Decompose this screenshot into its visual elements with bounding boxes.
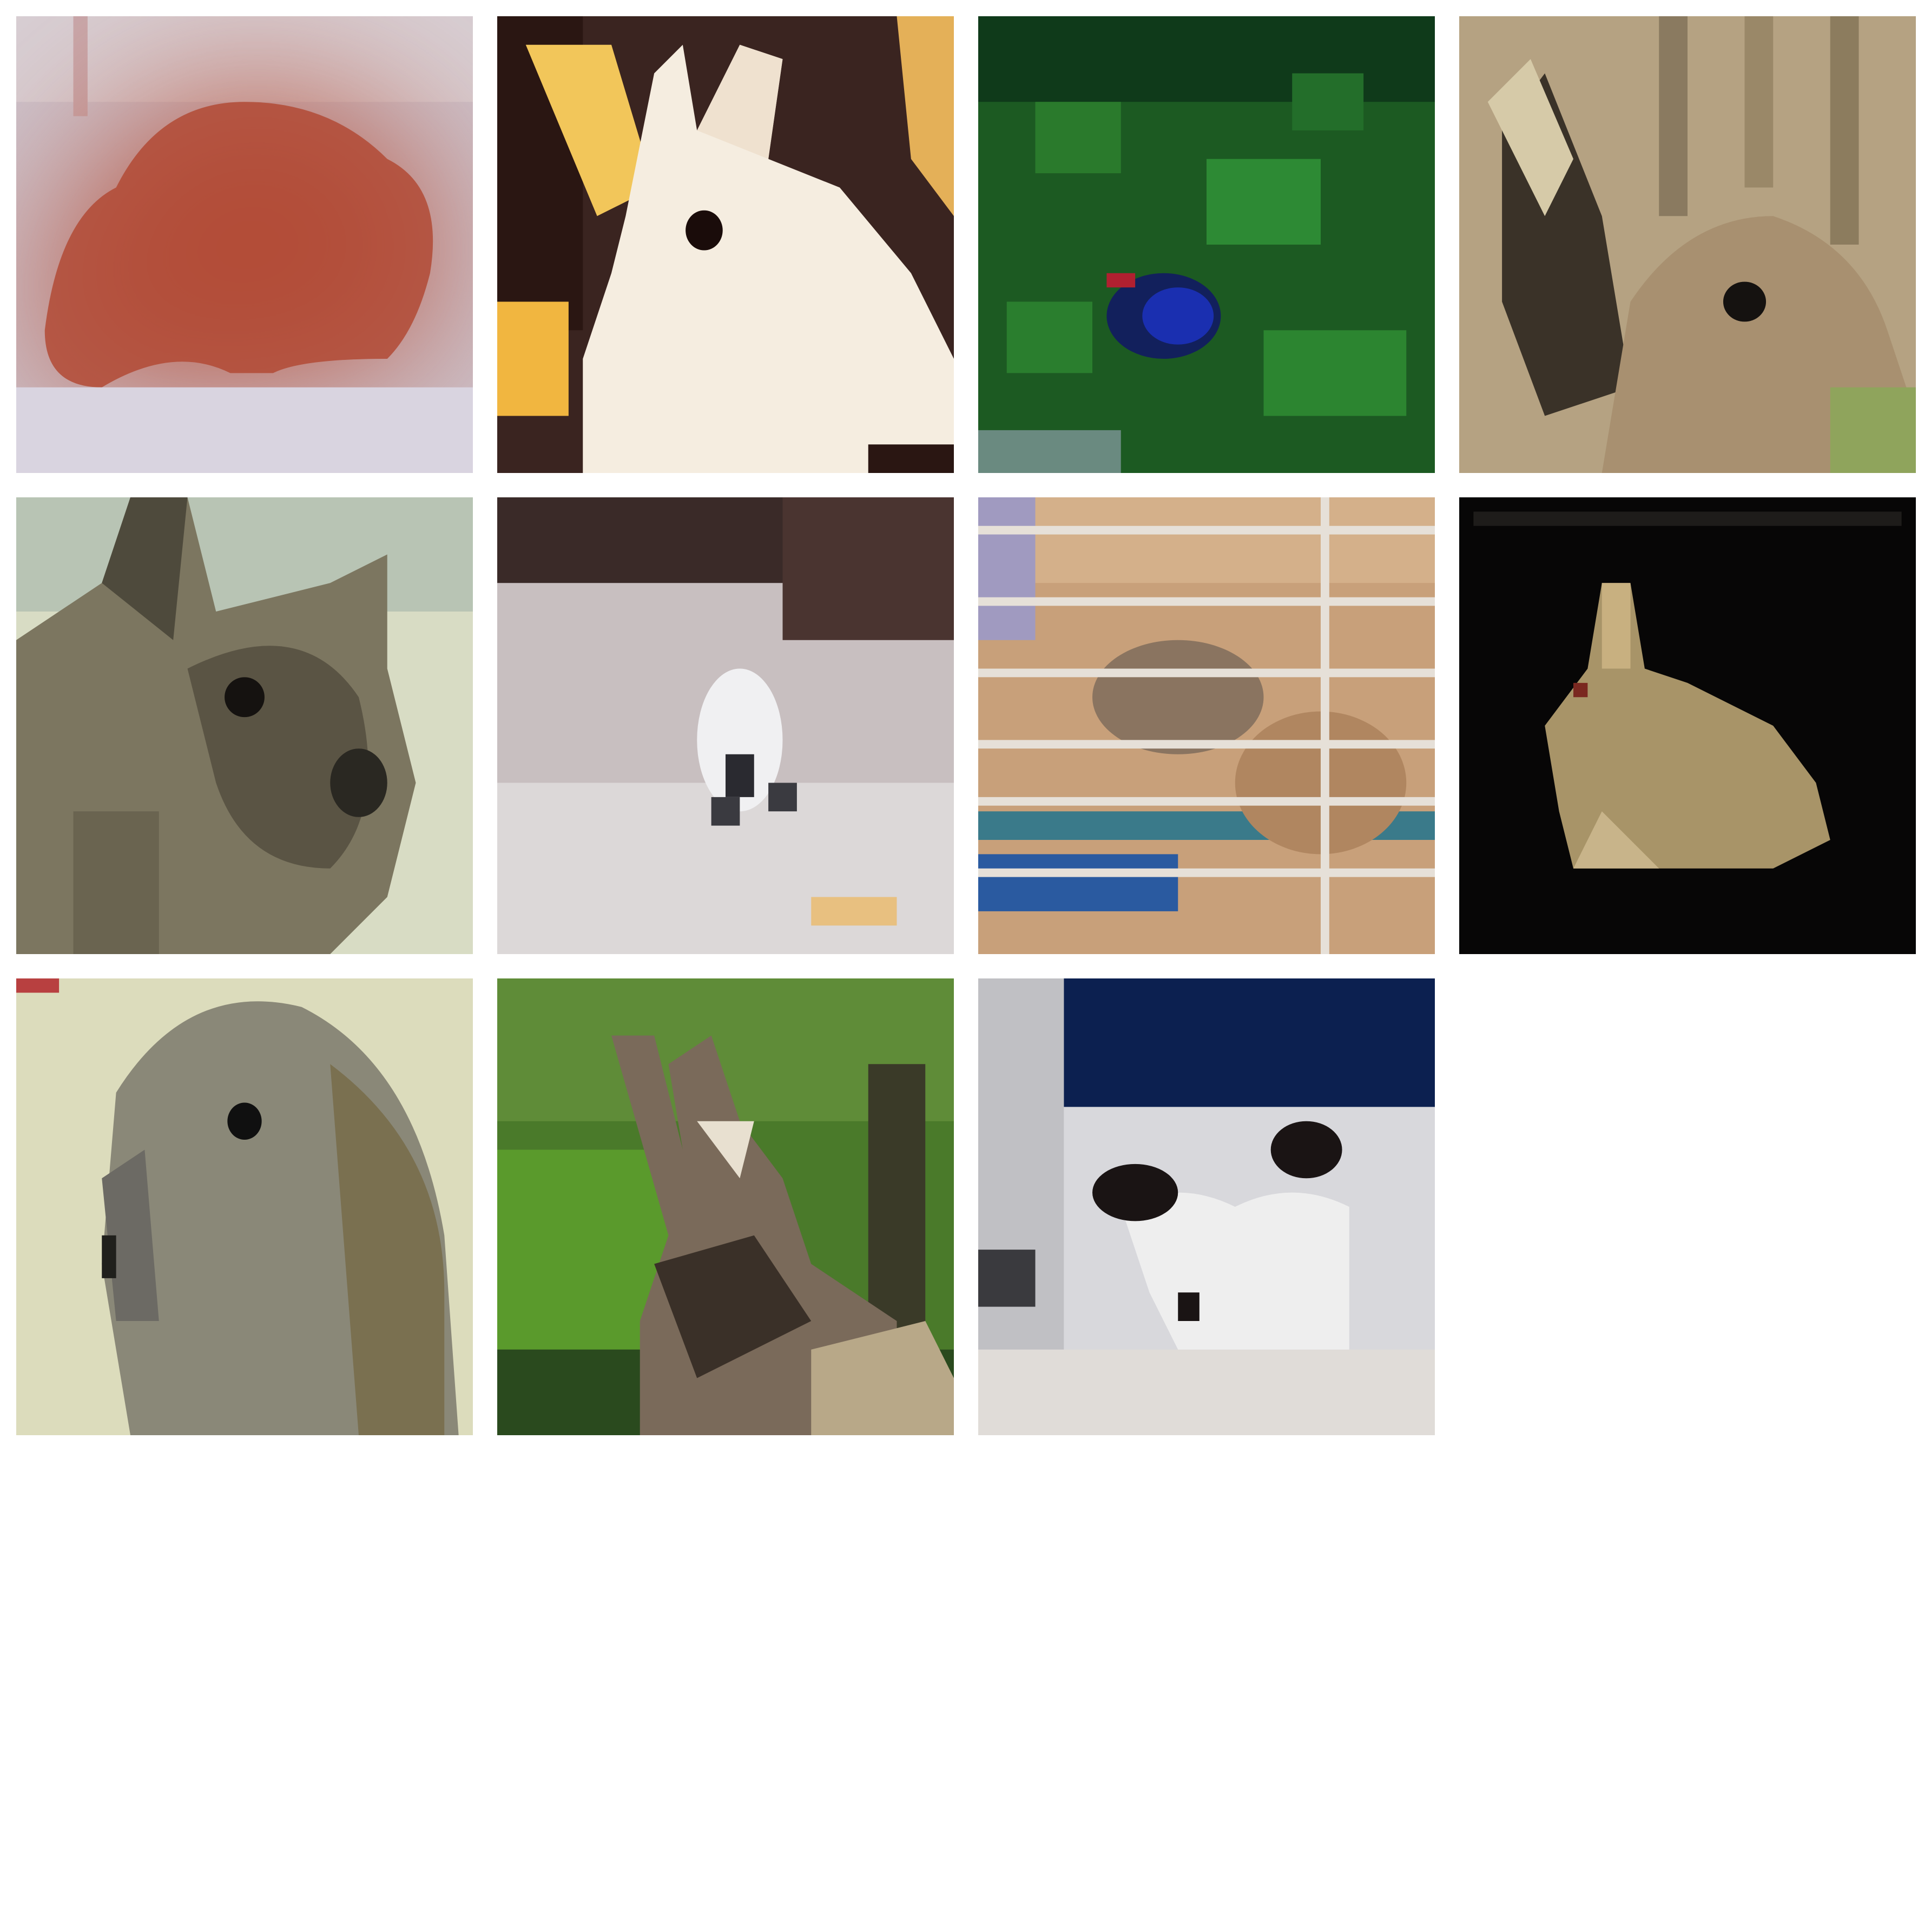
black-bg-rabbit-image (1459, 497, 1916, 954)
brown-rabbit-image (1459, 16, 1916, 473)
bw-rabbit-image (978, 978, 1435, 1435)
image-tile-1 (16, 16, 473, 473)
garden-rabbit-image (497, 978, 954, 1435)
image-tile-7 (978, 497, 1435, 954)
image-tile-3 (978, 16, 1435, 473)
white-rabbit-image (497, 16, 954, 473)
image-tile-8 (1459, 497, 1916, 954)
image-tile-5 (16, 497, 473, 954)
lop-rabbit-image (16, 978, 473, 1435)
image-tile-6 (497, 497, 954, 954)
floor-rabbit-image (497, 497, 954, 954)
grass-animal-image (978, 16, 1435, 473)
image-tile-11 (978, 978, 1435, 1435)
image-tile-10 (497, 978, 954, 1435)
grey-rabbit-image (16, 497, 473, 954)
red-rabbit-image (16, 16, 473, 473)
image-tile-4 (1459, 16, 1916, 473)
image-tile-2 (497, 16, 954, 473)
image-tile-9 (16, 978, 473, 1435)
caged-rabbit-image (978, 497, 1435, 954)
